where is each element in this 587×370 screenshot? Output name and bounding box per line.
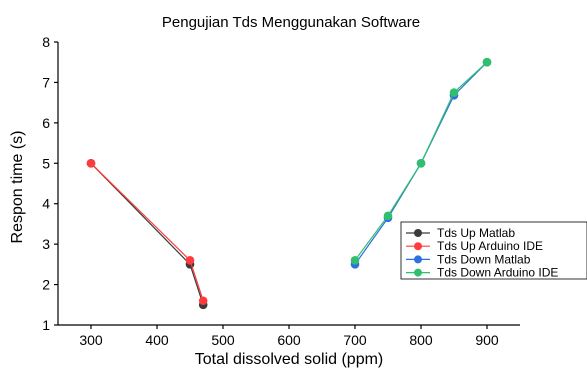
- data-point: [185, 256, 195, 265]
- series-layer: [86, 57, 492, 310]
- data-point: [383, 211, 393, 221]
- series-3: [350, 57, 492, 265]
- series-line: [90, 162, 204, 305]
- legend-item: Tds Up Matlab: [406, 226, 515, 240]
- legend-marker: [414, 242, 422, 251]
- legend-item: Tds Up Arduino IDE: [406, 239, 543, 253]
- legend-label: Tds Up Arduino IDE: [437, 239, 543, 253]
- y-tick-label: 7: [42, 74, 50, 90]
- x-tick-label: 700: [343, 332, 367, 348]
- x-tick-label: 600: [277, 332, 301, 348]
- data-point: [198, 296, 208, 306]
- data-point: [86, 158, 96, 168]
- chart-title: Pengujian Tds Menggunakan Software: [162, 14, 420, 31]
- data-point: [482, 57, 492, 67]
- y-tick-label: 2: [42, 277, 50, 293]
- x-ticks: 300 400 500 600 700 800 900: [79, 325, 499, 348]
- y-tick-label: 4: [42, 196, 50, 212]
- legend-marker: [414, 268, 422, 277]
- y-tick-label: 6: [42, 115, 50, 131]
- y-tick-label: 5: [42, 155, 50, 171]
- series-0: [86, 158, 208, 310]
- legend-label: Tds Down Arduino IDE: [437, 266, 558, 280]
- legend-item: Tds Down Arduino IDE: [406, 266, 558, 280]
- series-1: [86, 158, 208, 306]
- y-tick-label: 1: [42, 317, 50, 333]
- x-tick-label: 900: [475, 332, 499, 348]
- y-tick-label: 3: [42, 236, 50, 252]
- legend-item: Tds Down Matlab: [406, 252, 531, 266]
- x-tick-label: 500: [211, 332, 235, 348]
- x-tick-label: 300: [79, 332, 103, 348]
- data-point: [449, 88, 459, 97]
- x-tick-label: 800: [409, 332, 433, 348]
- legend-label: Tds Up Matlab: [437, 226, 515, 240]
- legend-marker: [414, 229, 422, 237]
- data-point: [350, 256, 360, 265]
- legend-marker: [414, 255, 422, 264]
- series-line: [90, 162, 204, 301]
- x-axis-label: Total dissolved solid (ppm): [195, 351, 384, 368]
- legend-box: [400, 221, 587, 280]
- y-ticks: 1 2 3 4 5 6 7 8: [42, 34, 58, 333]
- y-tick-label: 8: [42, 34, 50, 50]
- plot-area: [57, 42, 520, 326]
- data-point: [416, 158, 426, 168]
- x-tick-label: 400: [145, 332, 169, 348]
- y-axis-label: Respon time (s): [9, 131, 26, 244]
- legend-label: Tds Down Matlab: [437, 252, 531, 266]
